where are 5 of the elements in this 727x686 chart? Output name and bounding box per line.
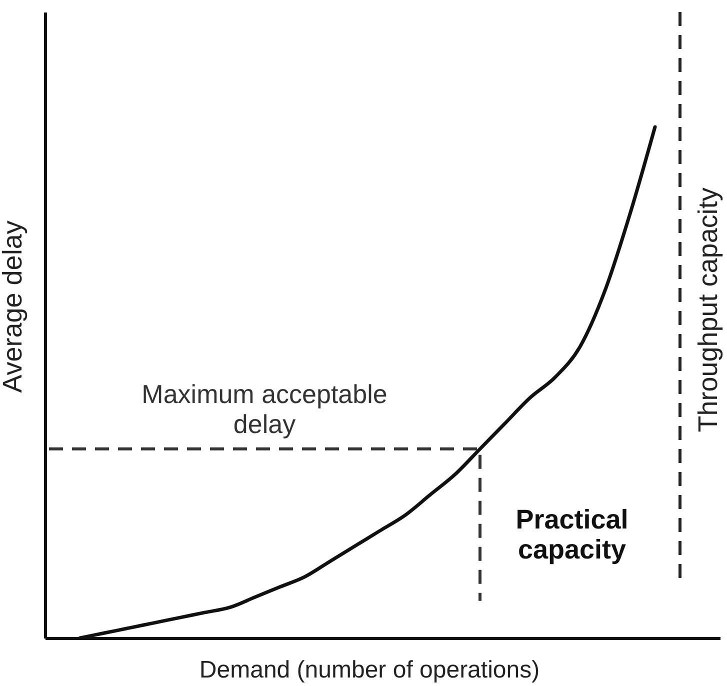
y-axis-title: Average delay [0, 220, 28, 393]
x-axis-title: Demand (number of operations) [199, 656, 540, 684]
text: Throughput capacity [693, 187, 723, 432]
ref-line-label: Maximum acceptable delay [142, 378, 388, 439]
annotation: Practical capacity [516, 504, 628, 564]
